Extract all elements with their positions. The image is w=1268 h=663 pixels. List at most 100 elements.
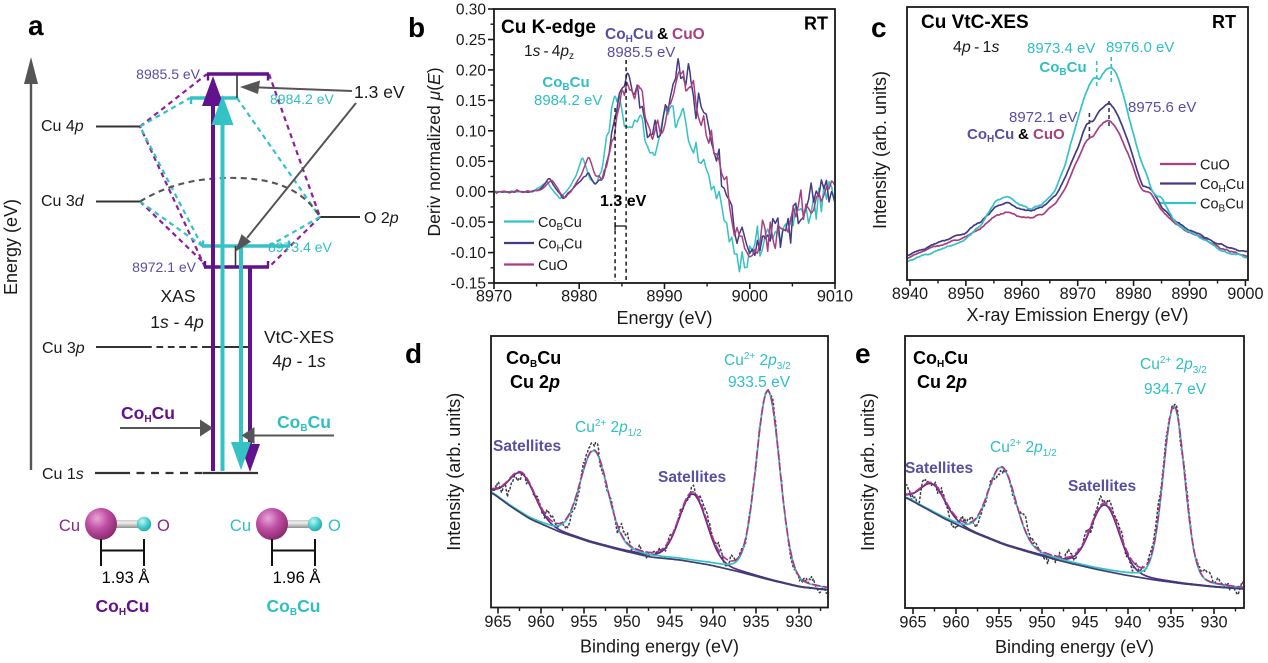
svg-text:a: a [28,10,44,41]
svg-text:Cu: Cu [59,517,80,535]
svg-text:CoB​Cu: CoB​Cu [506,348,561,370]
svg-text:CoB​Cu: CoB​Cu [542,74,589,93]
svg-text:940: 940 [699,613,726,631]
svg-text:CuO: CuO [538,258,568,274]
svg-text:950: 950 [1028,614,1055,632]
svg-text:930: 930 [1200,614,1227,632]
svg-text:960: 960 [942,614,969,632]
svg-text:VtC-XES: VtC-XES [264,327,334,347]
svg-text:Cu K-edge: Cu K-edge [501,17,596,38]
svg-text:0.20: 0.20 [456,62,487,79]
svg-text:8975.6 eV: 8975.6 eV [1128,99,1196,116]
svg-text:1.3 eV: 1.3 eV [354,82,405,102]
svg-text:0.05: 0.05 [456,154,486,171]
svg-text:8984.2 eV: 8984.2 eV [270,91,334,107]
svg-text:935: 935 [742,613,769,631]
svg-text:960: 960 [527,613,554,631]
svg-text:CoH​Cu: CoH​Cu [605,26,654,45]
svg-text:0.30: 0.30 [456,2,487,19]
svg-text:8950: 8950 [948,285,984,303]
svg-text:0.00: 0.00 [456,184,487,201]
svg-text:955: 955 [985,614,1012,632]
svg-text:8984.2 eV: 8984.2 eV [534,92,602,109]
svg-text:8972.1 eV: 8972.1 eV [132,259,196,275]
svg-text:8972.1 eV: 8972.1 eV [1009,109,1077,126]
svg-text:X-ray Emission Energy (eV): X-ray Emission Energy (eV) [966,305,1188,325]
svg-text:8973.4 eV: 8973.4 eV [268,239,332,255]
svg-text:8976.0 eV: 8976.0 eV [1106,39,1174,56]
svg-text:8990: 8990 [646,288,682,306]
svg-text:8970: 8970 [1060,285,1096,303]
svg-text:930: 930 [785,613,812,631]
svg-text:CoB​Cu: CoB​Cu [277,412,331,434]
svg-text:&: & [1018,126,1029,143]
svg-text:Binding energy (eV): Binding energy (eV) [995,637,1154,657]
svg-text:Cu 2p: Cu 2p [917,372,967,392]
svg-text:940: 940 [1114,614,1141,632]
svg-text:Cu2+​ 2p3/2​: Cu2+​ 2p3/2​ [1140,355,1207,376]
svg-text:Cu2+​ 2p1/2​: Cu2+​ 2p1/2​ [575,418,642,439]
svg-text:Cu2+​ 2p1/2​: Cu2+​ 2p1/2​ [990,438,1057,459]
svg-text:9000: 9000 [1227,285,1263,303]
svg-text:Cu2+​ 2p3/2​: Cu2+​ 2p3/2​ [724,351,791,372]
svg-text:965: 965 [899,614,926,632]
svg-text:965: 965 [484,613,511,631]
svg-text:CoH​Cu: CoH​Cu [538,237,582,255]
svg-text:Cu 2p: Cu 2p [510,372,560,392]
svg-text:Satellites: Satellites [493,438,561,455]
svg-text:Intensity (arb. units): Intensity (arb. units) [870,71,890,229]
svg-text:Satellites: Satellites [905,460,973,477]
svg-text:0.15: 0.15 [456,93,486,110]
svg-text:CuO: CuO [672,26,705,43]
svg-text:945: 945 [1071,614,1098,632]
svg-text:CoB​Cu: CoB​Cu [1200,197,1244,215]
svg-text:Cu 3p: Cu 3p [42,340,85,357]
svg-text:8980: 8980 [561,288,597,306]
svg-text:CoB​Cu: CoB​Cu [267,596,321,618]
svg-text:Satellites: Satellites [1068,478,1136,495]
svg-text:CoB​Cu: CoB​Cu [1039,59,1086,78]
svg-text:Deriv normalized μ(E): Deriv normalized μ(E) [424,67,444,236]
svg-text:O: O [157,517,170,535]
svg-text:935: 935 [1157,614,1184,632]
svg-text:8970: 8970 [476,288,512,306]
svg-text:Satellites: Satellites [658,469,726,486]
svg-text:Energy (eV): Energy (eV) [616,308,712,328]
svg-text:9010: 9010 [817,288,853,306]
svg-text:8973.4 eV: 8973.4 eV [1027,40,1095,57]
svg-text:Intensity (arb. units): Intensity (arb. units) [858,393,878,551]
svg-text:CuO: CuO [1200,158,1230,174]
svg-text:O 2p: O 2p [364,210,399,227]
svg-text:CoH​Cu: CoH​Cu [121,403,175,425]
svg-text:d: d [405,338,422,369]
svg-text:1.3 eV: 1.3 eV [600,193,647,210]
svg-text:b: b [408,12,425,43]
svg-text:RT: RT [804,14,828,34]
svg-text:Cu 1s: Cu 1s [42,466,84,483]
svg-text:945: 945 [656,613,683,631]
svg-text:Cu 4p: Cu 4p [41,118,84,135]
svg-text:CoH​Cu: CoH​Cu [967,126,1014,145]
svg-text:Cu VtC-XES: Cu VtC-XES [921,12,1029,33]
svg-text:1s - 4pz​: 1s - 4pz​ [524,43,574,62]
svg-text:CuO: CuO [1033,126,1065,143]
svg-text:Intensity (arb. units): Intensity (arb. units) [444,393,464,551]
svg-text:8985.5 eV: 8985.5 eV [136,66,200,82]
svg-text:1.93 Å: 1.93 Å [102,568,150,587]
svg-text:RT: RT [1212,12,1236,32]
svg-text:Energy (eV): Energy (eV) [1,199,21,295]
svg-text:933.5 eV: 933.5 eV [728,374,791,391]
svg-text:934.7 eV: 934.7 eV [1144,381,1207,398]
svg-text:4p - 1s: 4p - 1s [272,351,326,371]
svg-text:e: e [855,338,871,369]
svg-text:-0.05: -0.05 [451,215,486,232]
svg-text:955: 955 [570,613,597,631]
svg-text:4p - 1s: 4p - 1s [953,39,999,56]
svg-text:O: O [328,517,341,535]
svg-text:1.96 Å: 1.96 Å [273,568,321,587]
svg-text:CoH​Cu: CoH​Cu [913,348,968,370]
svg-text:CoH​Cu: CoH​Cu [1200,177,1244,195]
svg-text:8990: 8990 [1171,285,1207,303]
svg-text:XAS: XAS [160,286,195,306]
svg-text:&: & [657,26,668,43]
